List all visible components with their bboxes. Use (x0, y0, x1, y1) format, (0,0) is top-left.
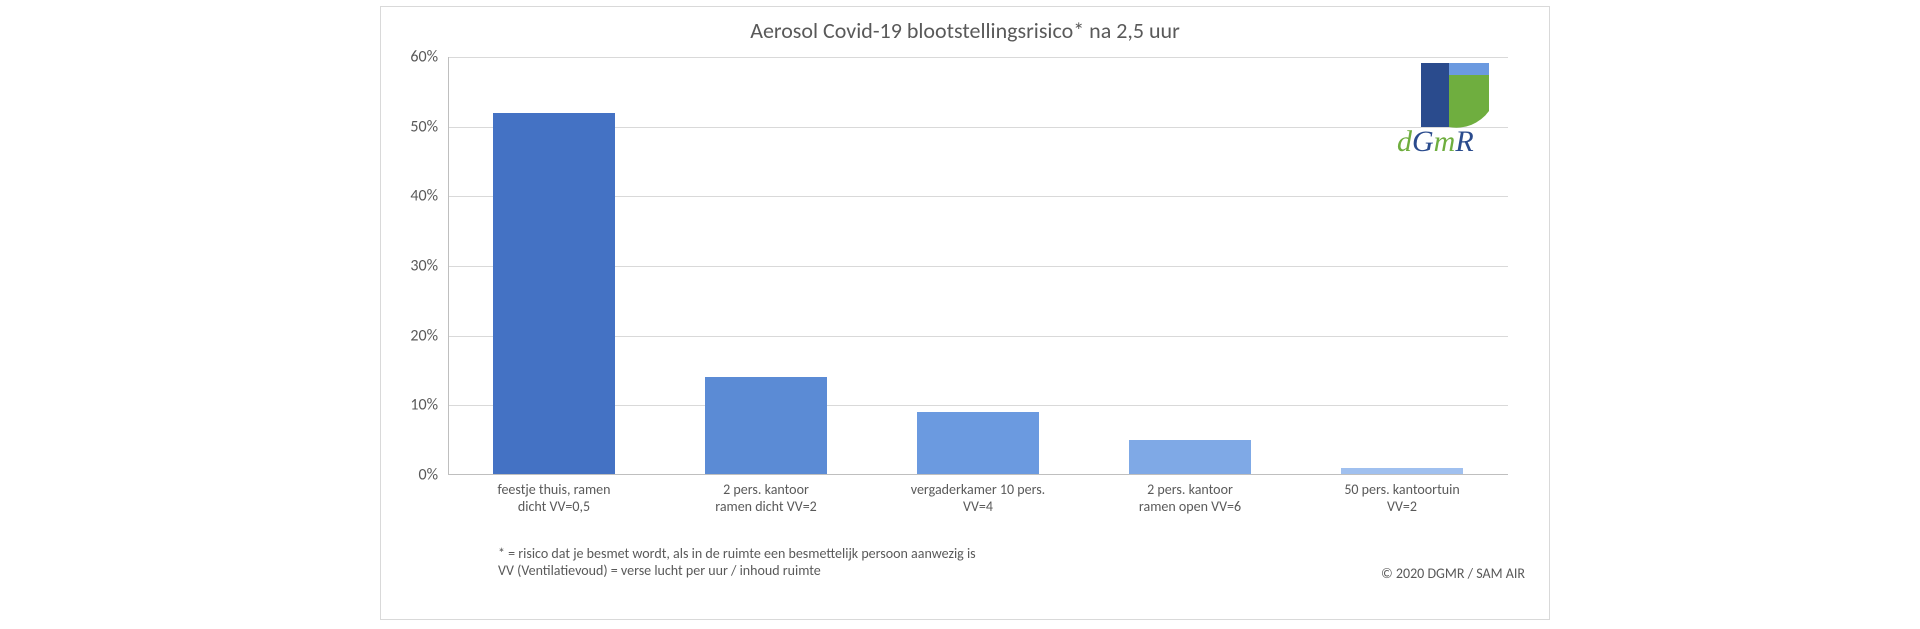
bar (1129, 440, 1252, 475)
x-tick-label: vergaderkamer 10 pers.VV=4 (872, 475, 1084, 515)
x-tick-label: feestje thuis, ramendicht VV=0,5 (448, 475, 660, 515)
plot-area: 0%10%20%30%40%50%60% feestje thuis, rame… (448, 57, 1508, 475)
x-tick-label: 2 pers. kantoorramen dicht VV=2 (660, 475, 872, 515)
y-tick-label: 40% (410, 187, 448, 206)
bar-slot: vergaderkamer 10 pers.VV=4 (872, 57, 1084, 475)
bar (493, 113, 616, 475)
y-tick-label: 10% (410, 396, 448, 415)
y-tick-label: 50% (410, 117, 448, 136)
dgmr-logo: dGmR (1393, 61, 1503, 155)
bar (705, 377, 828, 475)
page-stage: Aerosol Covid-19 blootstellingsrisico* n… (0, 0, 1920, 629)
footnote-line: * = risico dat je besmet wordt, als in d… (498, 545, 976, 562)
bar-slot: 2 pers. kantoorramen dicht VV=2 (660, 57, 872, 475)
footnotes: * = risico dat je besmet wordt, als in d… (498, 545, 976, 579)
x-tick-label: 2 pers. kantoorramen open VV=6 (1084, 475, 1296, 515)
bar-slot: 2 pers. kantoorramen open VV=6 (1084, 57, 1296, 475)
bar (917, 412, 1040, 475)
x-axis-line (448, 474, 1508, 475)
bars-container: feestje thuis, ramendicht VV=0,52 pers. … (448, 57, 1508, 475)
bar-slot: feestje thuis, ramendicht VV=0,5 (448, 57, 660, 475)
y-tick-label: 30% (410, 257, 448, 276)
footnote-line: VV (Ventilatievoud) = verse lucht per uu… (498, 562, 976, 579)
x-tick-label: 50 pers. kantoortuinVV=2 (1296, 475, 1508, 515)
chart-title: Aerosol Covid-19 blootstellingsrisico* n… (381, 17, 1549, 44)
y-tick-label: 0% (418, 466, 448, 485)
chart-frame: Aerosol Covid-19 blootstellingsrisico* n… (380, 6, 1550, 620)
svg-text:dGmR: dGmR (1397, 125, 1474, 155)
y-tick-label: 60% (410, 48, 448, 67)
copyright: © 2020 DGMR / SAM AIR (1381, 565, 1525, 582)
y-tick-label: 20% (410, 326, 448, 345)
y-axis-line (448, 57, 449, 475)
